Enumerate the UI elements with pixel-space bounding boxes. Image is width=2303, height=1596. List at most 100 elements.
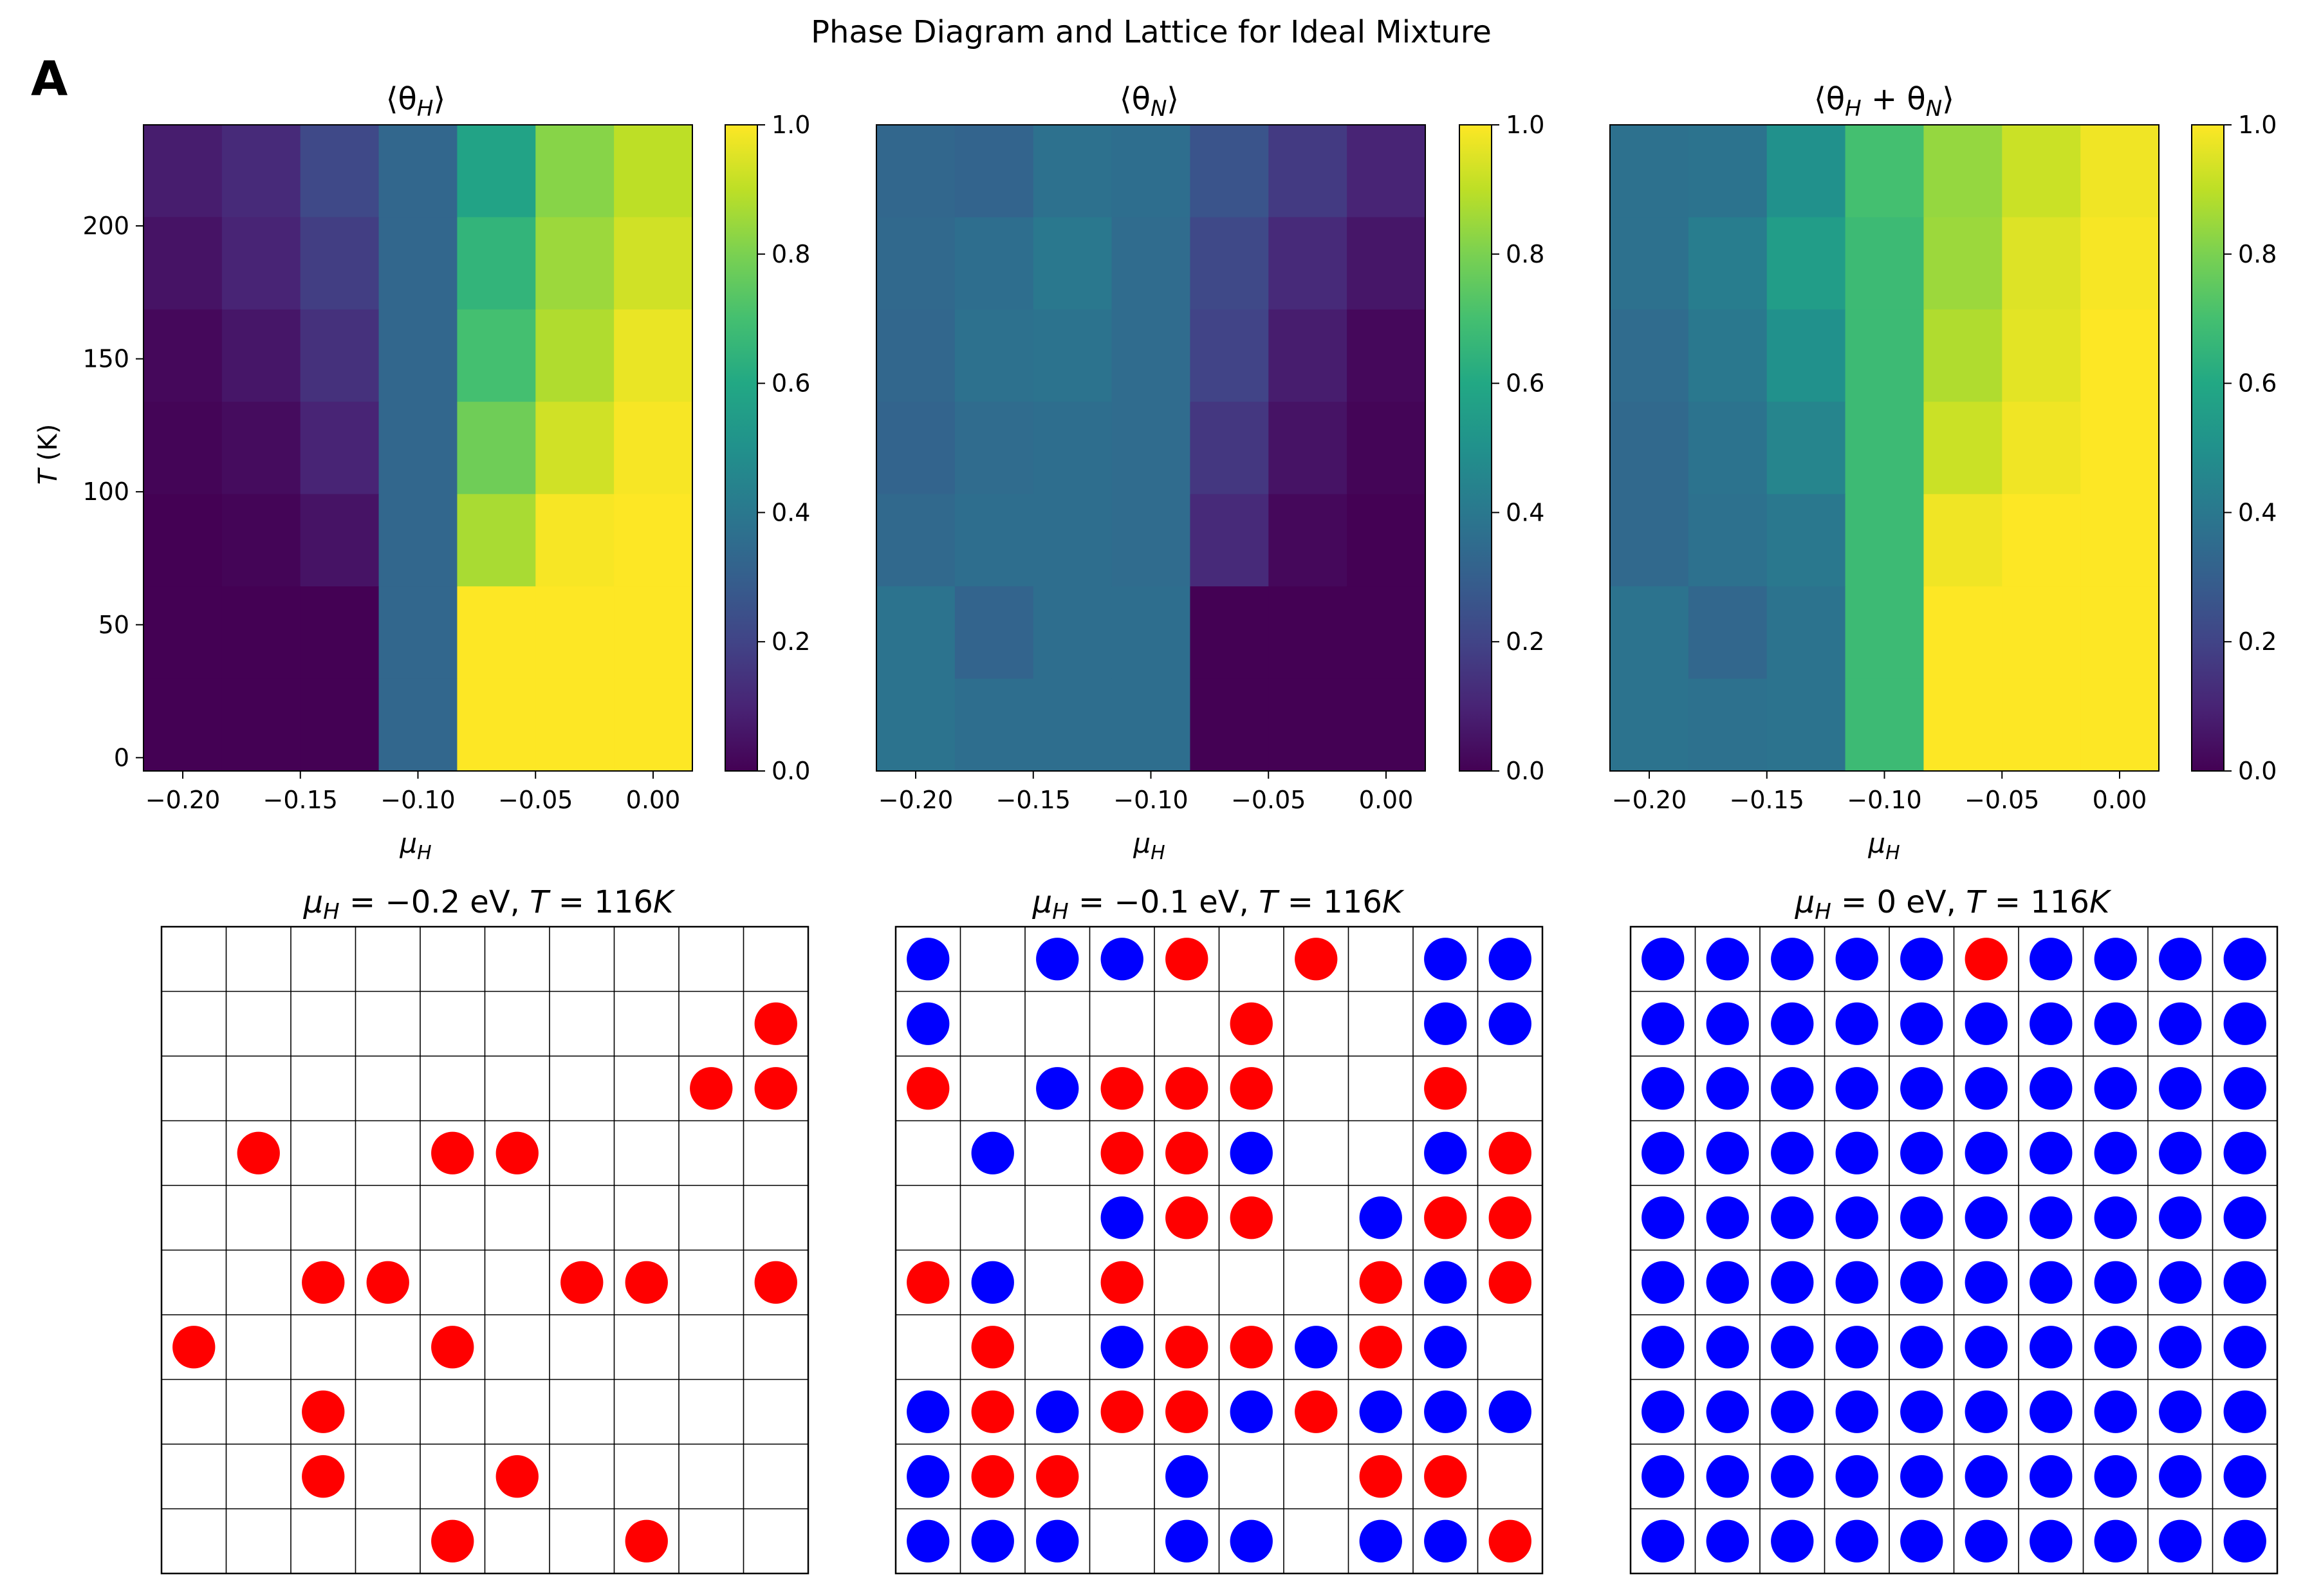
- heatmap-cell: [2080, 309, 2160, 402]
- heatmap-cell: [1190, 402, 1269, 495]
- heatmap-cell: [1688, 309, 1768, 402]
- n-site-marker: [1771, 1326, 1814, 1369]
- h-site-marker: [907, 1067, 950, 1110]
- heatmap-cell: [535, 217, 615, 310]
- n-site-marker: [1359, 1519, 1402, 1563]
- heatmap-cell: [2002, 494, 2081, 587]
- heatmap-cell: [1923, 309, 2002, 402]
- colorbar-tick-label: 1.0: [772, 111, 810, 139]
- n-site-marker: [1965, 1067, 2008, 1110]
- x-axis-label-1: μH: [399, 828, 431, 864]
- n-site-marker: [2223, 1519, 2266, 1563]
- heatmap-cell: [1923, 494, 2002, 587]
- heatmap-cell: [876, 125, 956, 218]
- heatmap-cell: [1688, 125, 1768, 218]
- heatmap-cell: [457, 678, 536, 772]
- n-site-marker: [1488, 938, 1531, 981]
- h-site-marker: [754, 1002, 797, 1045]
- x-tick-label: −0.20: [145, 786, 220, 814]
- heatmap-cell: [1766, 586, 1846, 680]
- n-site-marker: [2094, 1390, 2137, 1433]
- x-tick-label: −0.05: [498, 786, 573, 814]
- heatmap-cell: [1111, 309, 1191, 402]
- n-site-marker: [2223, 1261, 2266, 1304]
- n-site-marker: [1965, 1002, 2008, 1045]
- figure-title: Phase Diagram and Lattice for Ideal Mixt…: [811, 14, 1492, 50]
- heatmap-cell: [1347, 402, 1426, 495]
- h-site-marker: [431, 1131, 474, 1174]
- h-site-marker: [1359, 1261, 1402, 1304]
- lattice-2: [894, 925, 1544, 1575]
- n-site-marker: [1642, 1196, 1685, 1239]
- heatmap-title-theta-sum: ⟨θH + θN⟩: [1814, 81, 1954, 122]
- heatmap-cell: [378, 678, 458, 772]
- colorbar-tick-label: 0.8: [1506, 240, 1544, 268]
- heatmap-title-theta-n: ⟨θN⟩: [1120, 81, 1179, 122]
- heatmap-cell: [2080, 678, 2160, 772]
- heatmap-cell: [954, 586, 1034, 680]
- heatmap-cell: [876, 309, 956, 402]
- heatmap-cell: [876, 678, 956, 772]
- heatmap-cell: [1190, 125, 1269, 218]
- n-site-marker: [2223, 1455, 2266, 1498]
- heatmap-cell: [1610, 402, 1689, 495]
- heatmap-cell: [1845, 309, 1925, 402]
- heatmap-cell: [1111, 402, 1191, 495]
- heatmap-cell: [954, 125, 1034, 218]
- n-site-marker: [971, 1519, 1014, 1563]
- n-site-marker: [2030, 1519, 2073, 1563]
- heatmap-cell: [143, 125, 223, 218]
- h-site-marker: [690, 1067, 733, 1110]
- h-site-marker: [1165, 938, 1208, 981]
- n-site-marker: [1771, 938, 1814, 981]
- lattice-title-1: μH = −0.2 eV, T = 116K: [303, 884, 676, 925]
- heatmap-cell: [1610, 125, 1689, 218]
- heatmap-cell: [1766, 125, 1846, 218]
- heatmap-cell: [143, 217, 223, 310]
- n-site-marker: [1965, 1131, 2008, 1174]
- n-site-marker: [2159, 1390, 2202, 1433]
- colorbar-2: 0.0 0.2 0.4 0.6 0.8 1.0: [1459, 111, 1544, 785]
- x-axis-label-3: μH: [1867, 828, 1900, 864]
- n-site-marker: [1965, 1326, 2008, 1369]
- heatmap-cell: [221, 494, 301, 587]
- n-site-marker: [971, 1261, 1014, 1304]
- heatmap-cell: [1923, 402, 2002, 495]
- n-site-marker: [1295, 1326, 1338, 1369]
- colorbar-tick-label: 0.0: [2238, 757, 2277, 785]
- n-site-marker: [1706, 938, 1749, 981]
- n-site-marker: [2030, 1326, 2073, 1369]
- heatmap-cell: [1190, 217, 1269, 310]
- n-site-marker: [1706, 1002, 1749, 1045]
- heatmap-cell: [1766, 402, 1846, 495]
- colorbar-1: 0.0 0.2 0.4 0.6 0.8 1.0: [725, 111, 810, 785]
- x-tick-label: −0.10: [1847, 786, 1921, 814]
- h-site-marker: [1165, 1390, 1208, 1433]
- h-site-marker: [1230, 1326, 1273, 1369]
- plots-layer: −0.20 −0.15 −0.10 −0.05 0.000501001502000.00…: [82, 111, 2279, 1575]
- colorbar-tick-label: 0.0: [1506, 757, 1544, 785]
- heatmap-cell: [2002, 402, 2081, 495]
- heatmap-cell: [300, 125, 380, 218]
- heatmap-cell: [457, 309, 536, 402]
- heatmap-cell: [1766, 494, 1846, 587]
- n-site-marker: [1900, 1455, 1943, 1498]
- n-site-marker: [1424, 1519, 1467, 1563]
- heatmap-cell: [221, 309, 301, 402]
- x-tick-label: −0.20: [878, 786, 953, 814]
- heatmap-cell: [1610, 494, 1689, 587]
- n-site-marker: [1706, 1390, 1749, 1433]
- n-site-marker: [2094, 1131, 2137, 1174]
- h-site-marker: [907, 1261, 950, 1304]
- y-tick-label: 100: [82, 478, 129, 506]
- colorbar-tick-label: 0.8: [772, 240, 810, 268]
- heatmap-cell: [1111, 217, 1191, 310]
- heatmap-cell: [614, 309, 693, 402]
- x-tick-label: 0.00: [626, 786, 681, 814]
- n-site-marker: [1900, 1519, 1943, 1563]
- n-site-marker: [2094, 1002, 2137, 1045]
- n-site-marker: [1835, 1390, 1878, 1433]
- colorbar-tick-label: 0.2: [2238, 627, 2277, 656]
- heatmap-cell: [1111, 494, 1191, 587]
